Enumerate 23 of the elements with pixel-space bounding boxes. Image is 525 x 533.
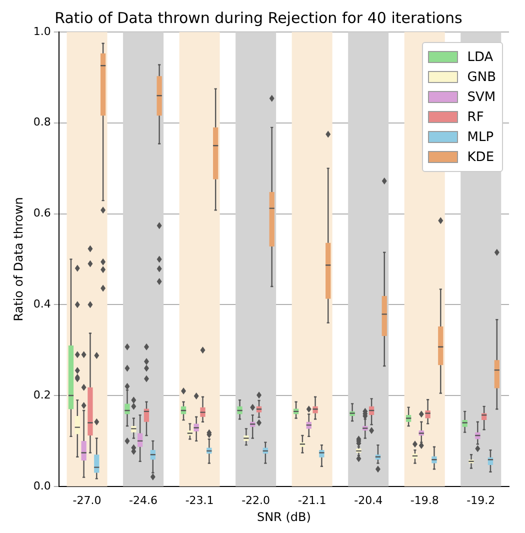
y-tick-label: 1.0 [33,24,51,38]
x-axis-title: SNR (dB) [256,510,311,524]
y-tick-label: 0.0 [33,479,51,492]
x-tick-label: -27.0 [72,494,102,507]
x-tick-label: -21.1 [298,494,326,507]
y-tick-label: 0.8 [33,116,51,129]
chart-title: Ratio of Data thrown during Rejection for 40 iterations [54,8,463,27]
x-tick-label: -20.4 [354,494,383,507]
legend-label: RF [467,110,484,124]
legend-label: KDE [467,150,494,164]
legend-label: MLP [467,130,494,144]
legend-label: GNB [467,70,496,84]
x-tick-label: -19.2 [466,494,496,507]
legend-label: LDA [467,50,494,64]
y-tick-label: 0.2 [33,388,51,402]
y-tick-label: 0.4 [33,298,51,310]
x-tick-label: -24.6 [129,494,158,507]
x-tick-label: -22.0 [242,494,270,507]
y-tick-label: 0.6 [33,206,51,220]
x-tick-label: -19.8 [410,494,439,507]
x-tick-label: -23.1 [185,494,214,507]
legend-label: SVM [467,90,496,104]
y-axis-title: Ratio of Data thrown [11,197,26,322]
